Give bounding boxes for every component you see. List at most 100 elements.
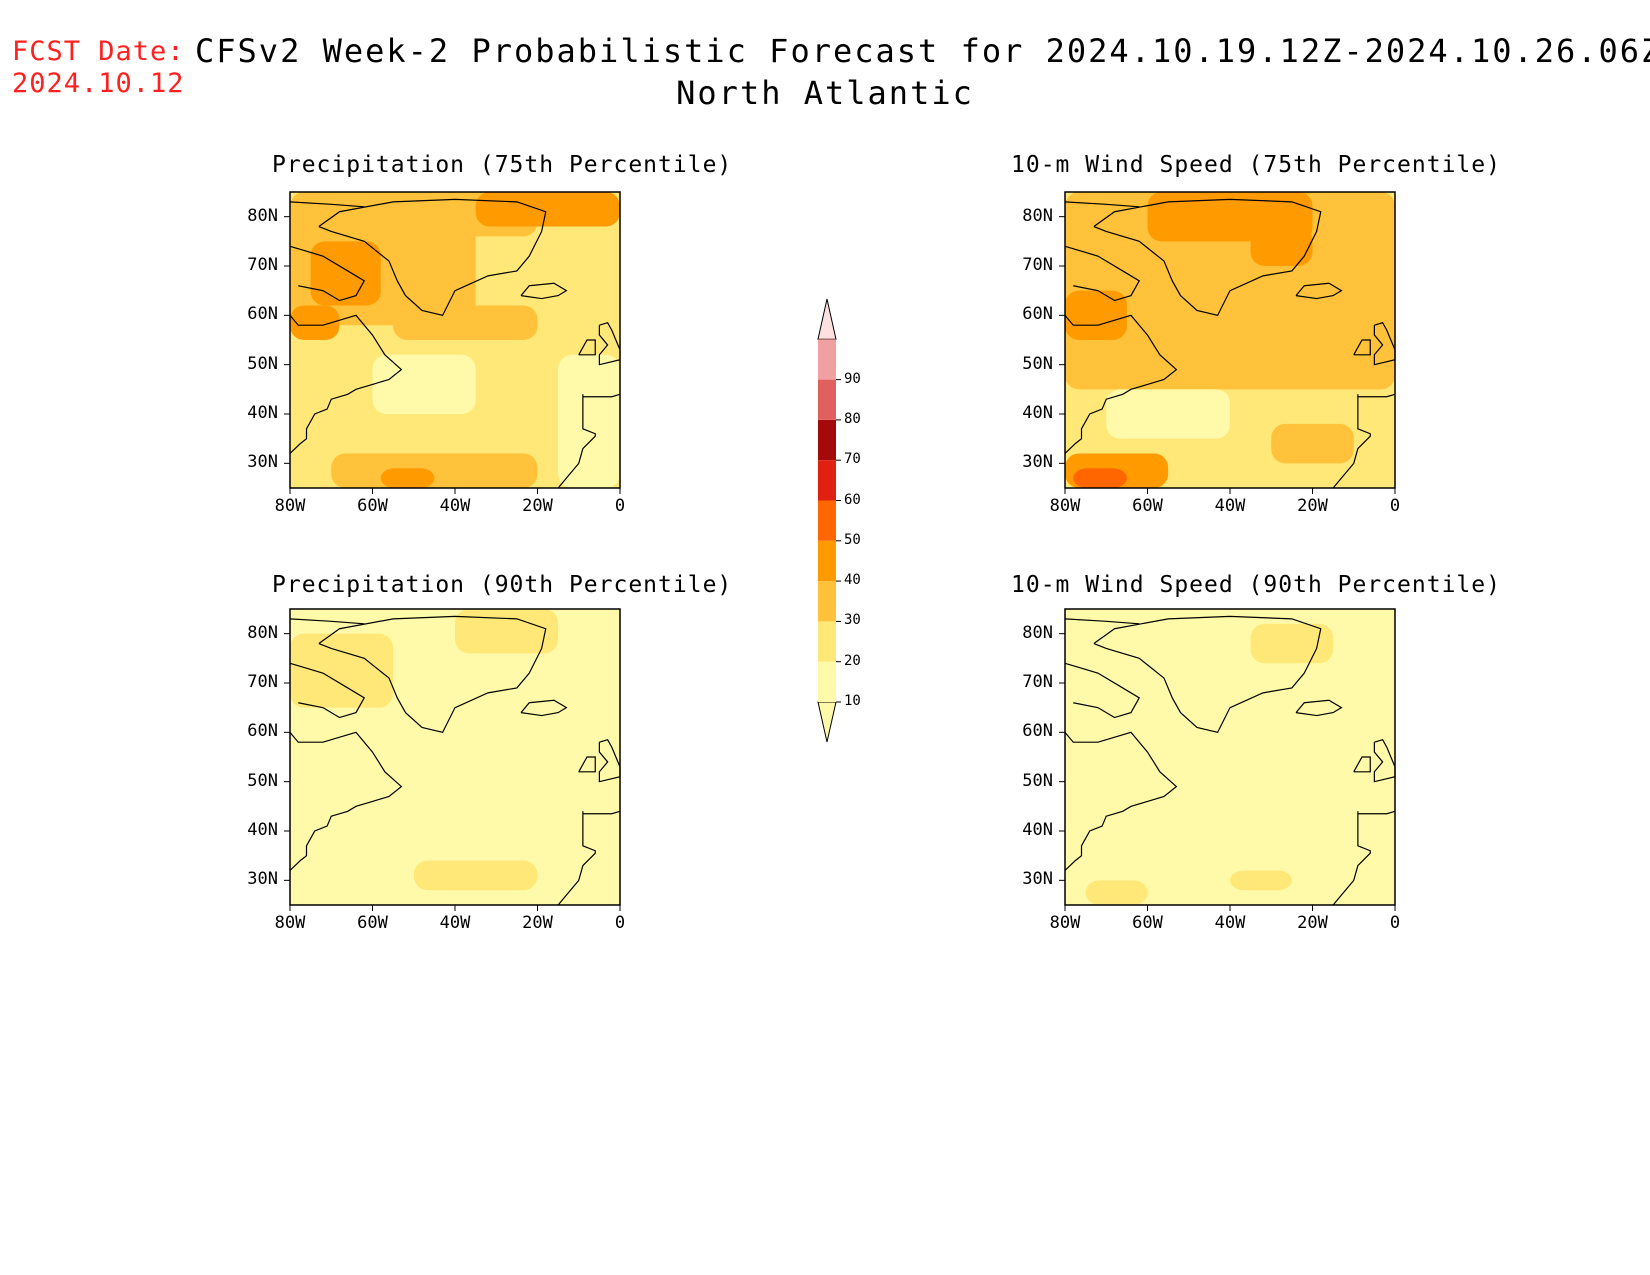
coastline xyxy=(578,339,596,356)
coastline xyxy=(289,731,403,871)
probability-region xyxy=(331,453,538,488)
coastline xyxy=(1064,731,1178,871)
colorbar-label: 50 xyxy=(844,531,861,548)
colorbar-label: 70 xyxy=(844,451,861,468)
colorbar-label: 90 xyxy=(844,370,861,387)
probability-region xyxy=(1065,192,1395,488)
coastline xyxy=(289,245,366,302)
x-tick-label: 0 xyxy=(1389,496,1401,516)
map-frame xyxy=(289,191,621,489)
y-tick-label: 30N xyxy=(1022,869,1053,890)
x-tick-label: 40W xyxy=(439,496,471,516)
y-tick-label: 70N xyxy=(247,255,278,275)
probability-region xyxy=(413,860,538,891)
panel-title-precip-90: Precipitation (90th Percentile) xyxy=(272,572,733,598)
probability-region xyxy=(475,192,620,227)
probability-region xyxy=(1065,453,1169,488)
x-tick-label: 60W xyxy=(357,913,388,933)
x-tick-label: 20W xyxy=(522,913,553,933)
colorbar-label: 80 xyxy=(844,410,861,427)
x-tick-label: 0 xyxy=(614,496,626,516)
y-tick-label: 50N xyxy=(1022,770,1053,791)
y-tick-label: 30N xyxy=(247,869,278,890)
y-tick-label: 70N xyxy=(1022,255,1053,275)
map-frame xyxy=(1064,191,1396,489)
colorbar-cap-top xyxy=(817,298,837,340)
x-tick-label: 60W xyxy=(1132,913,1163,933)
colorbar-swatch xyxy=(818,460,836,501)
coastline xyxy=(289,662,366,719)
colorbar-swatch xyxy=(818,379,836,420)
probability-region xyxy=(1065,609,1395,905)
coastline xyxy=(557,394,596,489)
coastline xyxy=(289,201,365,208)
coastline xyxy=(1064,201,1140,208)
map-frame xyxy=(289,608,621,906)
probability-region xyxy=(1230,870,1292,891)
x-tick-label: 40W xyxy=(439,913,471,933)
coastline xyxy=(578,756,596,773)
probability-region xyxy=(372,354,476,414)
colorbar-label: 60 xyxy=(844,491,861,508)
y-tick-label: 80N xyxy=(1022,205,1053,226)
coastline xyxy=(1353,339,1371,356)
coastline xyxy=(1064,245,1141,302)
probability-region xyxy=(1250,226,1313,266)
coastline xyxy=(1295,699,1343,717)
coastline xyxy=(1295,282,1343,300)
y-tick-label: 50N xyxy=(1022,353,1053,374)
y-tick-label: 80N xyxy=(1022,622,1053,643)
x-tick-label: 40W xyxy=(1214,496,1246,516)
coastline xyxy=(582,393,621,398)
x-tick-label: 60W xyxy=(357,496,388,516)
panel-title-wind-75: 10-m Wind Speed (75th Percentile) xyxy=(1011,152,1501,178)
probability-region xyxy=(1085,880,1148,905)
probability-region xyxy=(290,192,620,488)
probability-region xyxy=(290,609,620,905)
colorbar-swatch xyxy=(818,581,836,622)
probability-region xyxy=(1230,305,1354,355)
x-tick-label: 20W xyxy=(522,496,553,516)
y-tick-label: 40N xyxy=(247,820,278,840)
coastline xyxy=(520,282,568,300)
probability-region xyxy=(558,354,620,488)
y-tick-label: 30N xyxy=(247,452,278,473)
panel-title-precip-75: Precipitation (75th Percentile) xyxy=(272,152,733,178)
colorbar-swatch xyxy=(818,621,836,662)
y-tick-label: 60N xyxy=(1022,721,1053,742)
coastline xyxy=(598,739,621,783)
y-tick-label: 80N xyxy=(247,205,278,226)
colorbar-cap-bottom xyxy=(817,701,837,743)
coastline xyxy=(1332,811,1371,906)
coastline xyxy=(1373,739,1396,783)
colorbar-label: 20 xyxy=(844,652,861,669)
coastline xyxy=(1064,662,1141,719)
y-tick-label: 60N xyxy=(247,304,278,325)
y-tick-label: 40N xyxy=(247,403,278,423)
coastline xyxy=(520,699,568,717)
map-frame xyxy=(1064,608,1396,906)
coastline xyxy=(1373,322,1396,366)
page-title: CFSv2 Week-2 Probabilistic Forecast for … xyxy=(195,32,1650,70)
region-subtitle: North Atlantic xyxy=(676,74,974,112)
x-tick-label: 60W xyxy=(1132,496,1163,516)
coastline xyxy=(582,810,621,815)
colorbar-label: 40 xyxy=(844,572,861,589)
probability-region xyxy=(331,192,538,237)
x-tick-label: 40W xyxy=(1214,913,1246,933)
y-tick-label: 60N xyxy=(1022,304,1053,325)
y-tick-label: 50N xyxy=(247,353,278,374)
colorbar-swatch xyxy=(818,661,836,702)
colorbar-label: 30 xyxy=(844,612,861,629)
colorbar-label: 10 xyxy=(844,693,861,709)
coastline xyxy=(1064,618,1140,625)
coastline xyxy=(1064,314,1178,454)
probability-region xyxy=(1271,423,1354,464)
y-tick-label: 40N xyxy=(1022,403,1053,423)
probability-region xyxy=(290,305,340,340)
colorbar-swatch xyxy=(818,540,836,582)
y-tick-label: 50N xyxy=(247,770,278,791)
colorbar-swatch xyxy=(818,500,836,541)
forecast-date-label: FCST Date: xyxy=(12,36,185,67)
panel-title-wind-90: 10-m Wind Speed (90th Percentile) xyxy=(1011,572,1501,598)
